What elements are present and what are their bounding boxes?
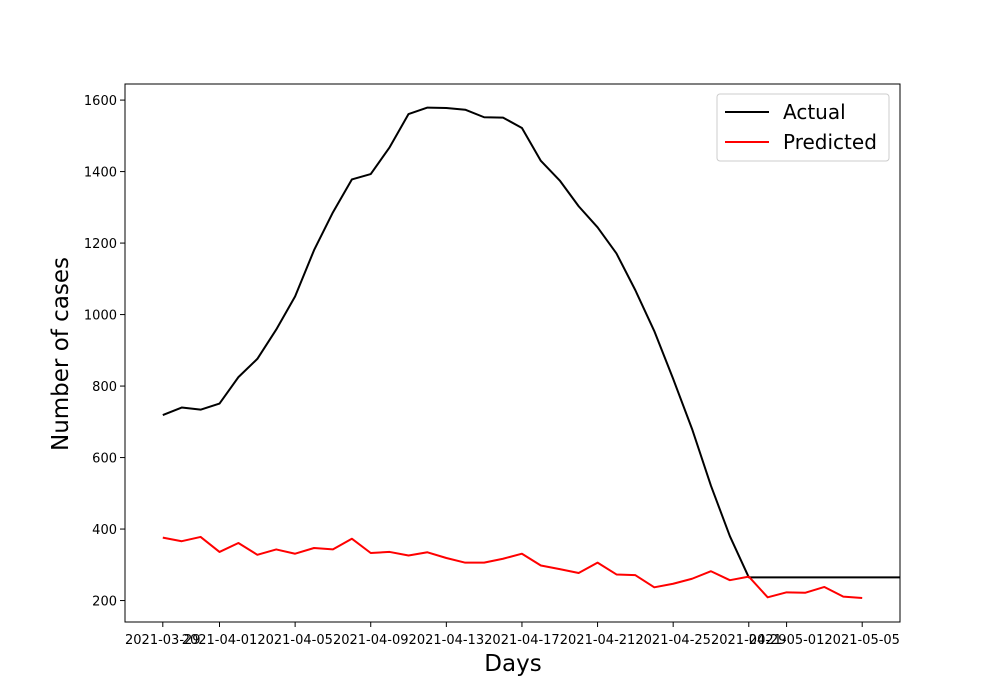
y-tick-label: 1400 [84,166,117,181]
y-tick-label: 400 [92,523,117,538]
x-tick-label: 2021-04-05 [257,633,333,648]
x-tick-label: 2021-04-09 [333,633,409,648]
plot-frame [124,83,901,623]
x-tick-label: 2021-04-01 [182,633,258,648]
y-tick-label: 1000 [84,309,117,324]
x-tick-label: 2021-04-17 [484,633,560,648]
y-axis-label: Number of cases [48,257,74,451]
y-tick-label: 800 [92,380,117,395]
series-line-actual [162,106,900,579]
legend-box [716,93,890,162]
legend-label-actual: Actual [783,100,846,124]
legend: Actual Predicted [716,93,890,162]
x-tick-label: 2021-04-13 [409,633,485,648]
legend-label-predicted: Predicted [783,130,877,154]
x-tick-label: 2021-04-21 [560,633,636,648]
x-tick-label: 2021-05-05 [824,633,900,648]
x-tick-label: 2021-04-29 [711,633,787,648]
y-tick-label: 600 [92,452,117,467]
y-tick-label: 200 [92,595,117,610]
x-tick-label: 2021-03-29 [125,633,201,648]
chart-axes: 20040060080010001200140016002021-03-2920… [84,83,901,648]
x-axis-label: Days [484,651,541,677]
chart-marks [162,106,901,600]
y-tick-label: 1600 [84,94,117,109]
series-line-predicted [162,535,863,600]
x-tick-label: 2021-04-25 [635,633,711,648]
x-tick-label: 2021-05-01 [749,633,825,648]
y-tick-label: 1200 [84,237,117,252]
